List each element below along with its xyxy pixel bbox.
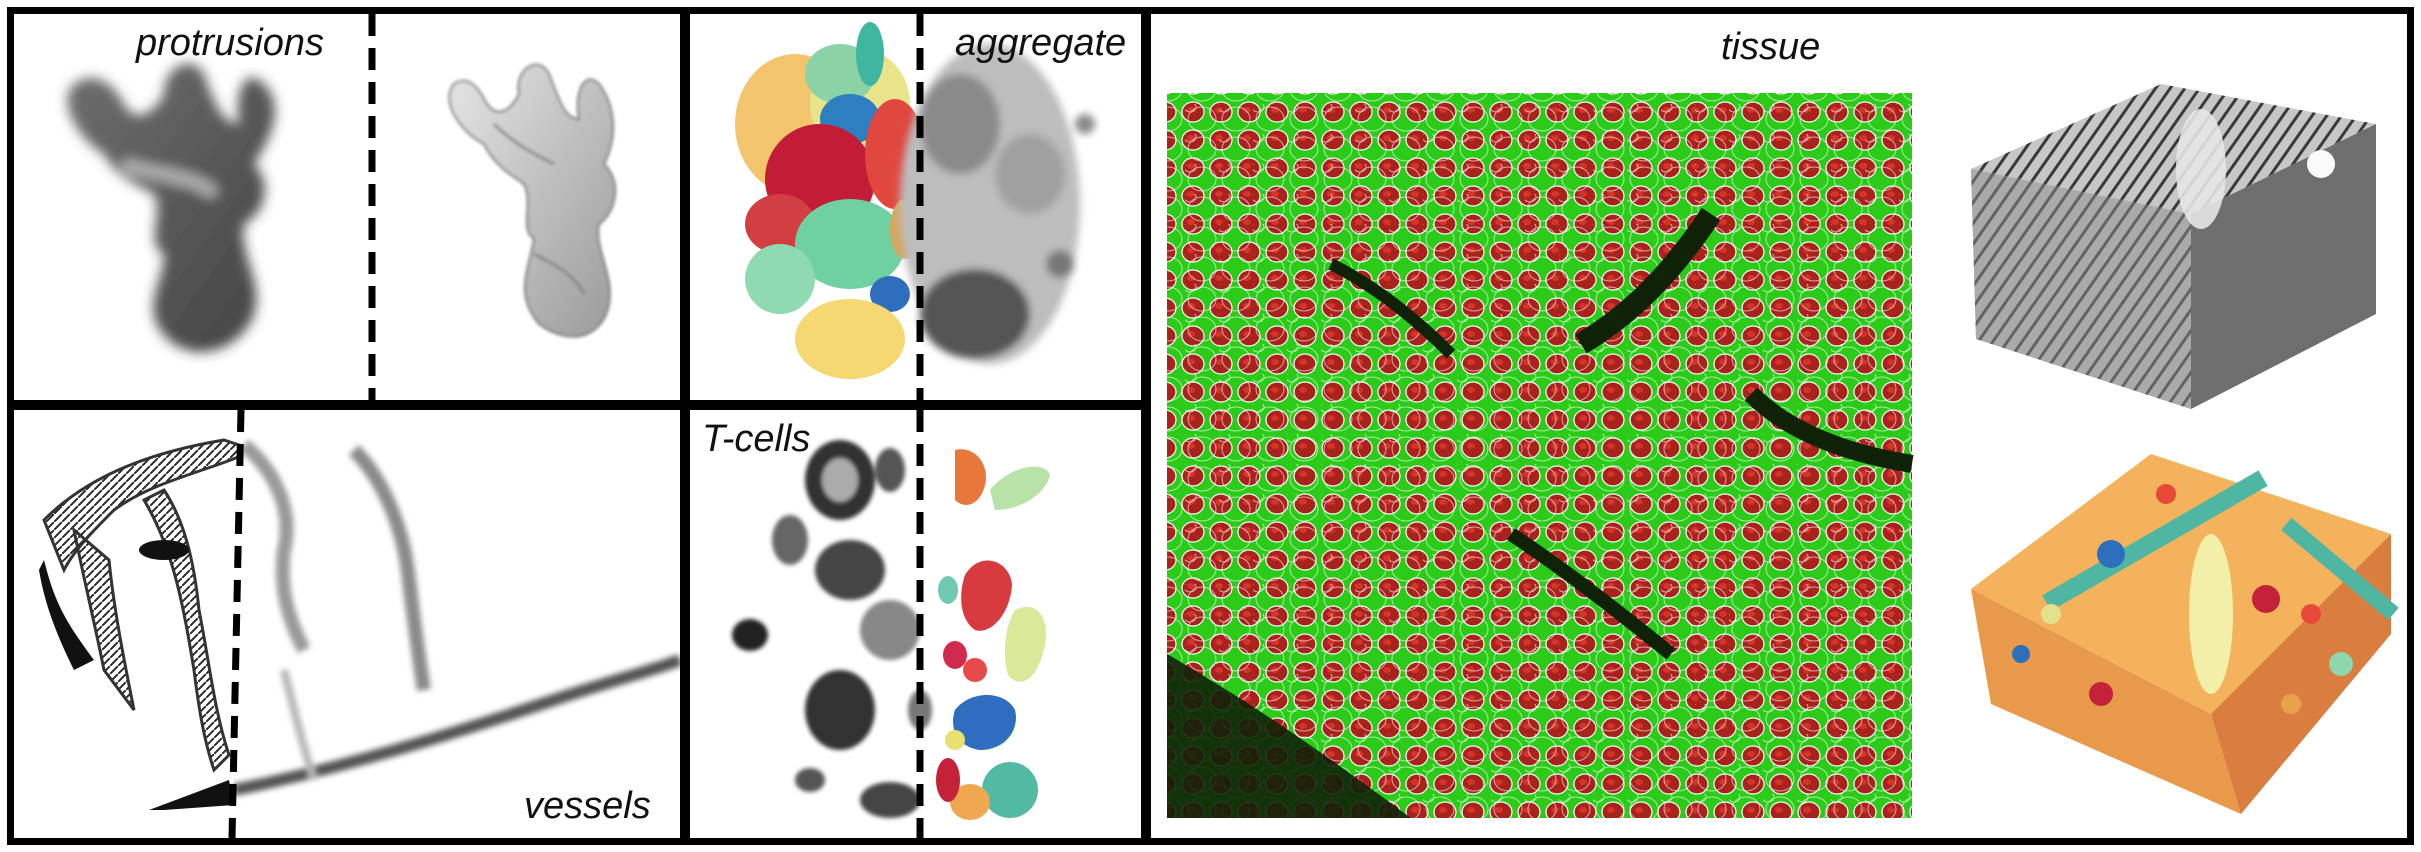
aggregate-segmentation [735, 22, 925, 379]
aggregate-raw [900, 44, 1095, 364]
divider-dashed-line [228, 410, 245, 838]
label-t-cells: T-cells [702, 418, 811, 460]
vessels-image [39, 410, 680, 838]
surface-cell-shape [448, 63, 617, 338]
vessel-surface [39, 438, 241, 810]
label-vessels: vessels [524, 785, 651, 827]
protrusions-image [67, 14, 617, 400]
tissue-volume-segmentation [1971, 454, 2399, 814]
label-aggregate: aggregate [955, 22, 1127, 64]
panel-protrusions: protrusions [7, 7, 687, 407]
panel-tissue: tissue [1144, 7, 2414, 845]
t-cells-image [732, 410, 1050, 838]
t-cells-raw [732, 440, 932, 818]
panel-t-cells: T-cells [683, 403, 1148, 845]
raw-cell-shape [67, 63, 275, 353]
label-tissue: tissue [1721, 26, 1821, 68]
aggregate-image [735, 14, 1095, 400]
panel-aggregate: aggregate [683, 7, 1148, 407]
t-cells-segmentation [936, 449, 1050, 820]
tissue-volume-raw [1971, 84, 2376, 409]
vessel-raw [232, 439, 680, 796]
tissue-microscopy [1167, 93, 1914, 818]
panel-vessels: vessels [7, 403, 687, 845]
label-protrusions: protrusions [136, 22, 324, 64]
tissue-image [1167, 84, 2399, 818]
